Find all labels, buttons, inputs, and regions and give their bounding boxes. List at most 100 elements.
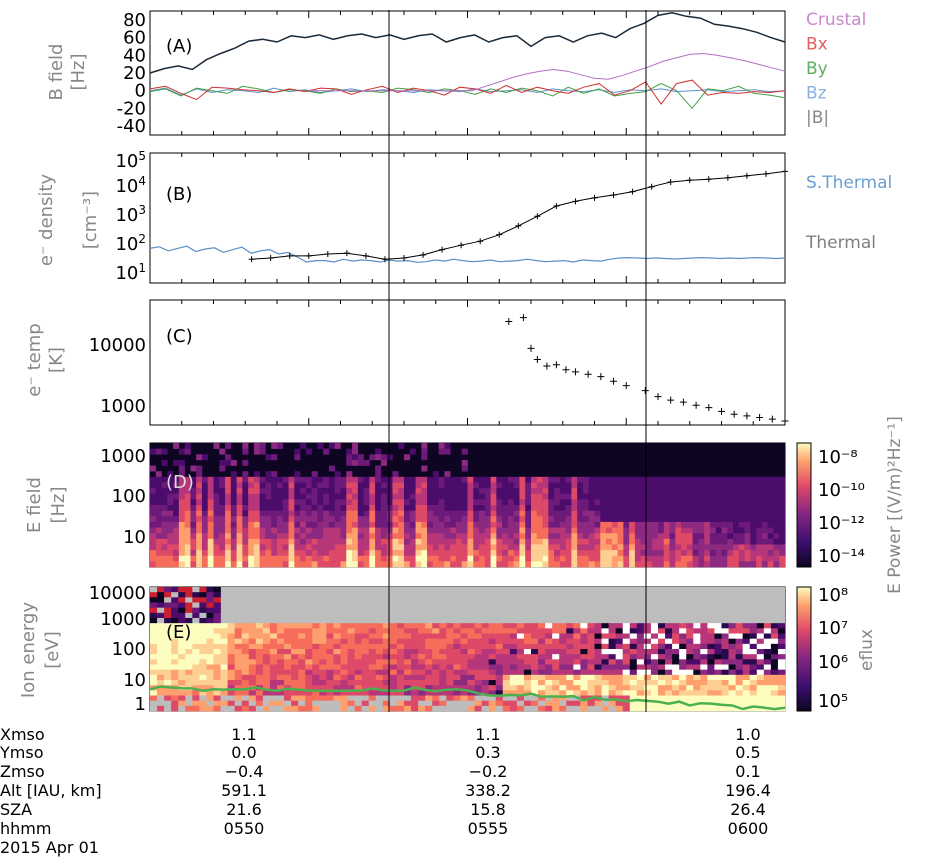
heat-cell (594, 488, 601, 495)
heat-cell (617, 561, 624, 568)
heat-cell (248, 680, 257, 686)
heat-cell (173, 516, 180, 523)
heat-cell (481, 654, 489, 660)
heat-cell (206, 612, 214, 619)
heat-cell (255, 695, 264, 701)
heat-cell (467, 533, 474, 540)
heat-cell (294, 454, 301, 461)
heat-cell (432, 628, 440, 634)
heat-cell (432, 700, 440, 707)
heat-cell (679, 643, 687, 650)
heat-cell (346, 533, 353, 540)
heat-cell (294, 550, 301, 557)
heat-cell (206, 654, 214, 660)
a-ytick-2: 40 (123, 45, 146, 66)
heat-cell (582, 521, 590, 528)
heat-cell (271, 505, 278, 511)
heat-cell (305, 499, 312, 506)
heat-cell (481, 695, 489, 701)
heat-cell (242, 538, 249, 545)
heat-cell (473, 550, 480, 557)
heat-cell (636, 669, 645, 676)
heat-cell (509, 690, 518, 696)
heat-cell (467, 482, 474, 489)
heat-cell (184, 448, 191, 455)
heat-cell (455, 561, 463, 568)
heat-cell (606, 533, 613, 540)
heat-cell (444, 493, 451, 500)
heat-cell (192, 680, 200, 686)
heat-cell (545, 628, 553, 634)
heat-cell (721, 654, 729, 660)
heat-cell (386, 510, 393, 517)
heat-cell (756, 538, 763, 545)
heat-cell (213, 690, 221, 696)
heat-cell (334, 544, 341, 551)
heat-cell (178, 623, 186, 629)
heat-cell (744, 550, 751, 557)
heat-cell (634, 499, 641, 506)
heat-cell (490, 476, 497, 483)
heat-cell (432, 695, 440, 701)
heat-cell (658, 527, 665, 534)
heat-cell (622, 690, 631, 696)
heat-cell (319, 659, 327, 665)
heat-cell (756, 664, 765, 670)
heat-cell (438, 488, 445, 495)
heat-cell (744, 499, 751, 506)
heat-cell (333, 695, 341, 701)
heat-cell (693, 664, 701, 670)
heat-cell (573, 649, 581, 655)
heat-cell (643, 654, 652, 660)
heat-cell (389, 649, 398, 655)
heat-cell (157, 649, 165, 655)
heat-cell (686, 633, 694, 639)
heat-cell (312, 628, 320, 634)
heat-cell (277, 664, 285, 670)
heat-cell (380, 544, 387, 551)
heat-cell (199, 618, 207, 624)
heat-cell (516, 659, 525, 665)
heat-cell (763, 638, 772, 645)
heat-cell (253, 521, 260, 528)
heat-cell (679, 623, 687, 629)
heat-cell (623, 550, 630, 557)
heat-cell (411, 654, 419, 660)
heat-cell (629, 649, 638, 655)
heat-cell (213, 612, 221, 619)
heat-cell (294, 476, 301, 483)
heat-cell (230, 471, 237, 478)
heat-cell (519, 505, 526, 511)
heat-cell (392, 561, 399, 568)
heat-cell (432, 476, 439, 483)
heat-cell (262, 654, 271, 660)
heat-cell (380, 527, 387, 534)
heat-cell (646, 521, 653, 528)
heat-cell (213, 587, 221, 593)
heat-cell (178, 533, 185, 540)
heat-cell (357, 555, 364, 562)
heat-cell (770, 623, 779, 629)
heat-cell (611, 550, 618, 557)
heat-cell (155, 544, 162, 551)
heat-cell (643, 628, 652, 634)
heat-cell (150, 482, 157, 489)
heat-cell (389, 623, 398, 629)
heat-cell (693, 659, 701, 665)
heat-cell (552, 695, 560, 701)
heat-cell (298, 669, 306, 676)
e-ytick-10000: 10000 (89, 583, 146, 604)
heat-cell (328, 505, 336, 511)
heat-cell (253, 544, 260, 551)
heat-cell (777, 674, 786, 681)
heat-cell (606, 521, 613, 528)
heat-cell (277, 638, 285, 645)
heat-cell (484, 521, 491, 528)
heat-cell (672, 654, 680, 660)
heat-cell (439, 623, 447, 629)
heat-cell (369, 538, 376, 545)
heat-cell (415, 505, 422, 511)
heat-cell (262, 690, 271, 696)
heat-cell (640, 476, 647, 483)
heat-cell (427, 527, 434, 534)
